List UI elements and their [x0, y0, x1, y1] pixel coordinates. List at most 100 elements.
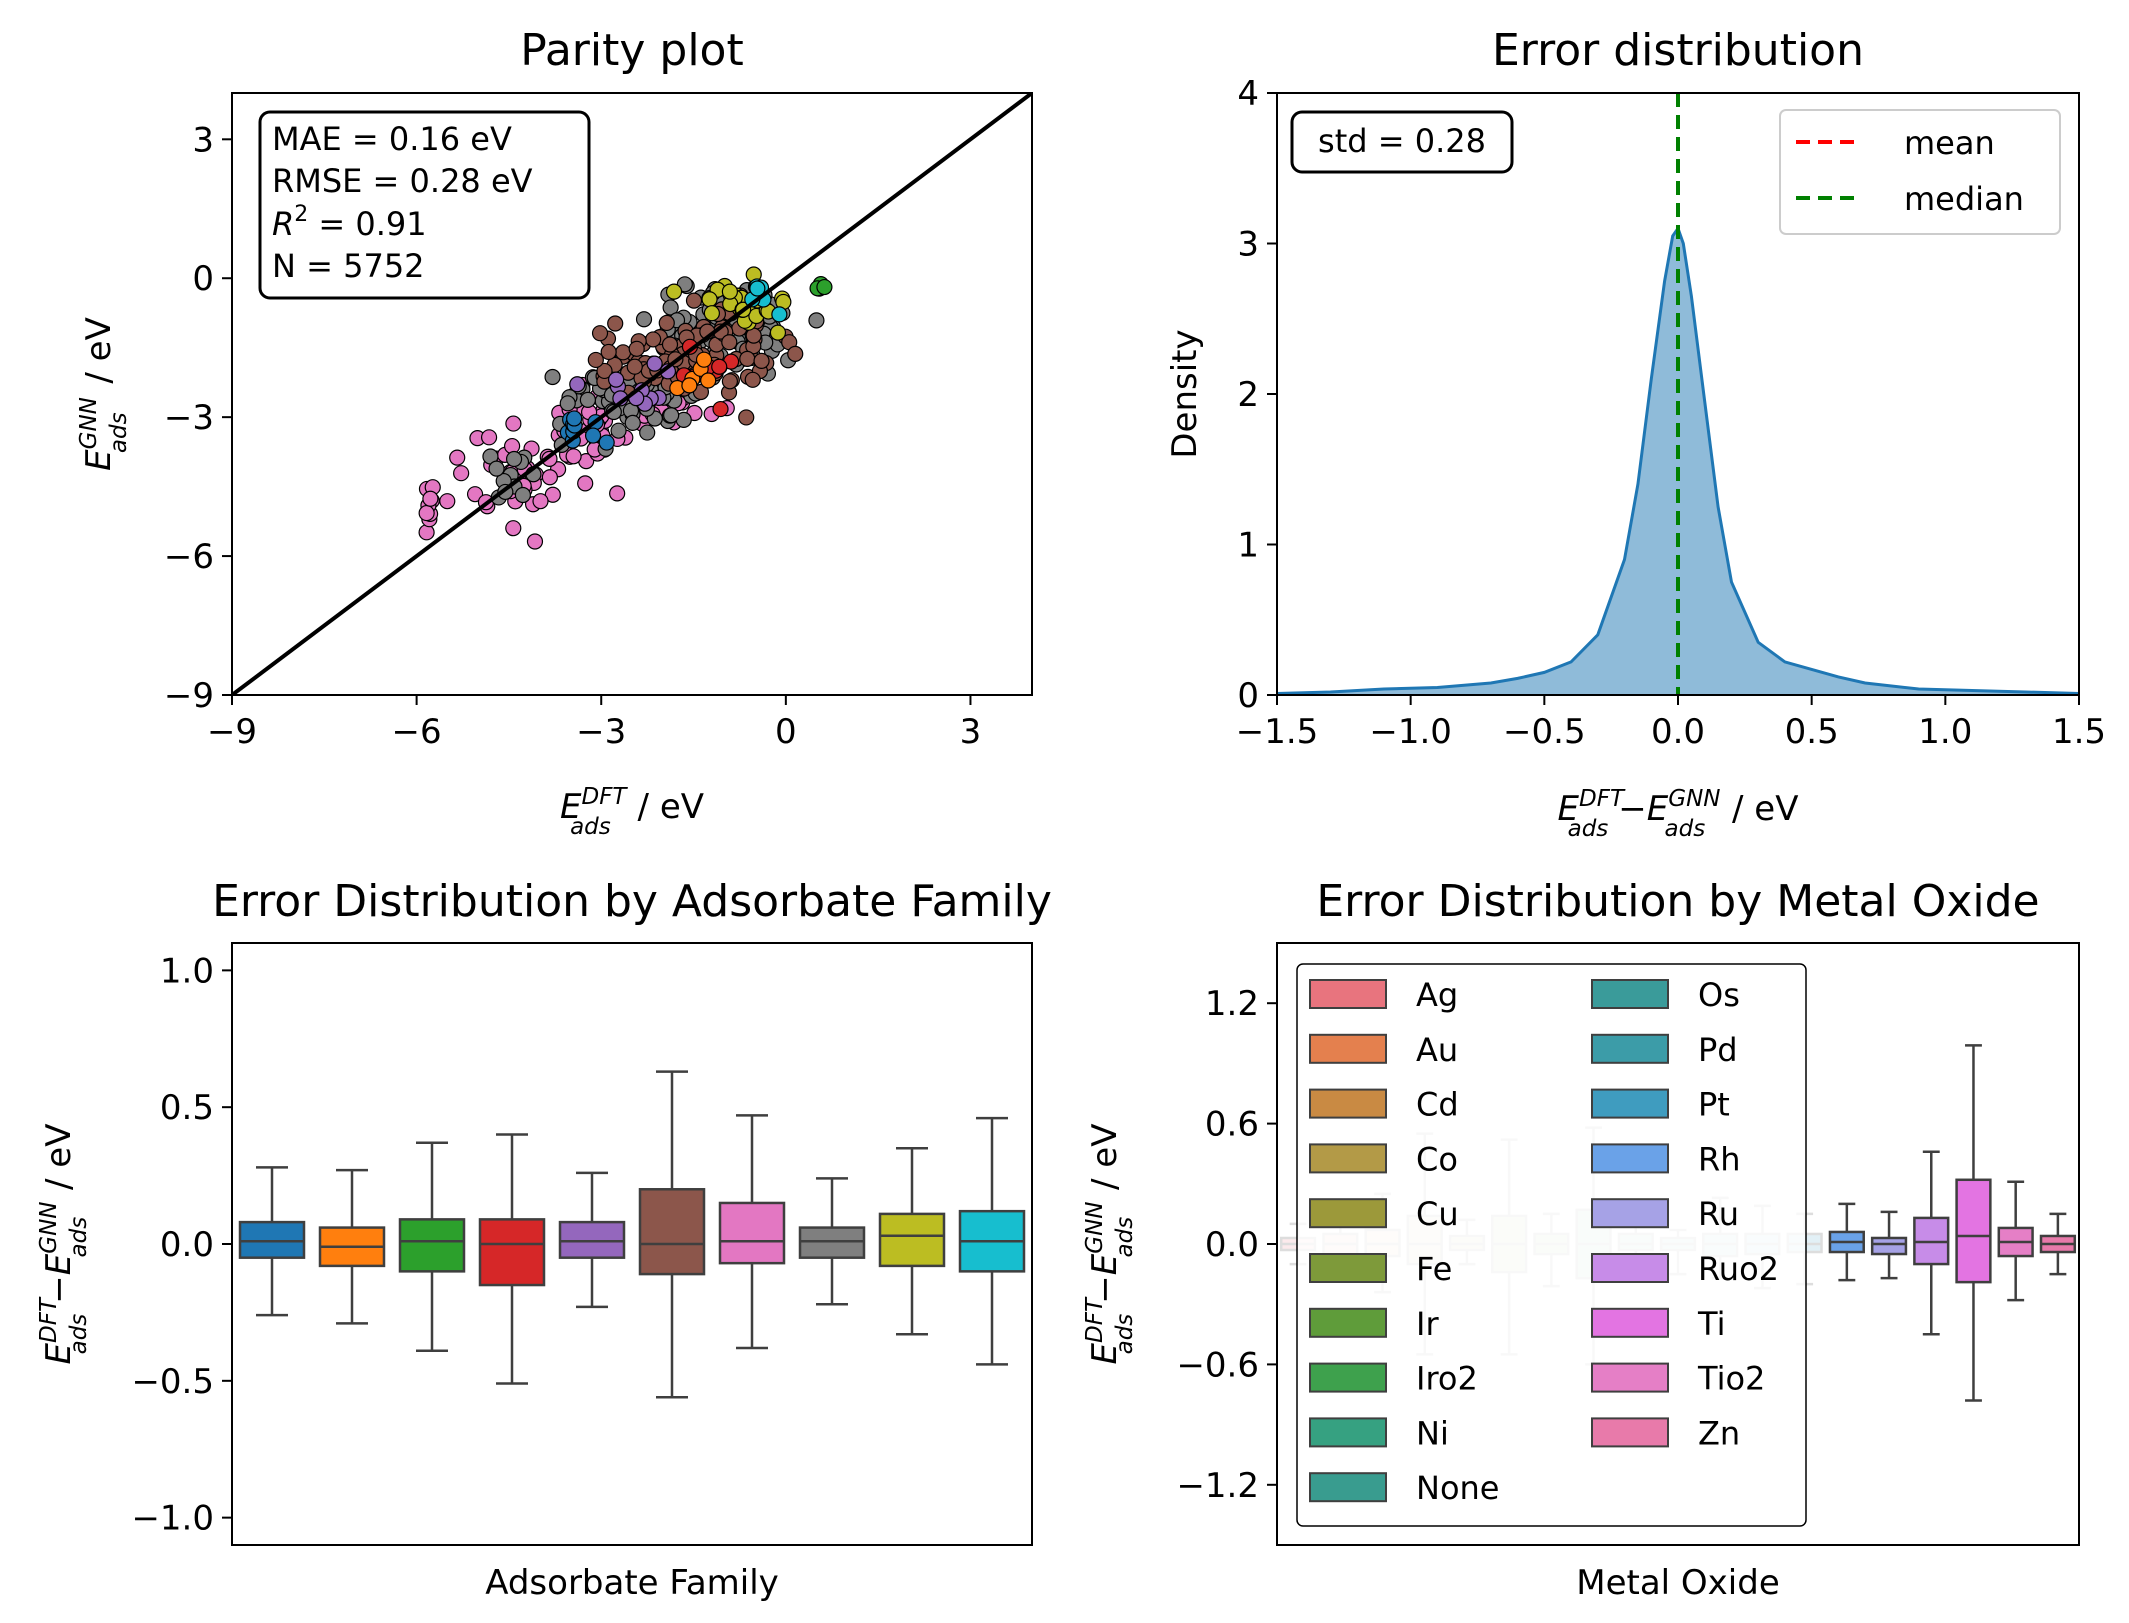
parity-point [721, 283, 738, 300]
x-tick-label: 0.5 [1785, 712, 1839, 752]
parity-point [598, 434, 615, 451]
y-tick-label: 1.0 [160, 951, 214, 991]
legend-label-rh: Rh [1698, 1140, 1741, 1178]
parity-point [565, 448, 582, 465]
y-tick-label: −3 [164, 398, 214, 438]
stats-r2: R2 = 0.91 [272, 202, 427, 243]
x-tick-label: 1.5 [2052, 712, 2106, 752]
std-box [1290, 110, 1514, 174]
y-tick-label: 0.5 [160, 1088, 214, 1128]
x-tick-label: 3 [960, 712, 982, 752]
parity-point [744, 371, 761, 388]
errdist-y-label: Density [1165, 329, 1205, 458]
parity-point [532, 493, 549, 510]
legend-swatch-zn [1591, 1417, 1669, 1448]
parity-point [646, 355, 663, 372]
parity-point [769, 324, 787, 341]
parity-point [608, 371, 625, 388]
metal-oxide-panel: Error Distribution by Metal Oxide −1.2 −0… [1082, 876, 2080, 1603]
legend-label-tio2: Tio2 [1697, 1360, 1765, 1398]
parity-point [449, 449, 466, 466]
legend-label-co: Co [1416, 1140, 1458, 1178]
parity-point [505, 450, 523, 468]
stats-n: N = 5752 [272, 247, 425, 285]
parity-point [559, 395, 576, 412]
adsorbate-boxes [238, 1070, 1026, 1399]
y-tick-label: −6 [164, 537, 214, 577]
y-tick-label: 0.0 [1205, 1225, 1259, 1265]
adsorbate-panel: Error Distribution by Adsorbate Family −… [36, 876, 1052, 1603]
parity-point [645, 331, 662, 348]
parity-point [721, 373, 738, 390]
metal-oxide-title: Error Distribution by Metal Oxide [1316, 876, 2039, 927]
parity-point [635, 311, 653, 328]
x-tick-label: −9 [207, 712, 257, 752]
parity-point [607, 315, 624, 332]
parity-point [662, 299, 679, 316]
legend-swatch-iro2 [1309, 1362, 1387, 1393]
box-group-10 [958, 1116, 1026, 1366]
x-tick-label: −1.5 [1236, 712, 1319, 752]
legend-label-au: Au [1416, 1031, 1458, 1069]
parity-point [665, 283, 683, 300]
errdist-y-ticks: 0 1 2 3 4 [1237, 74, 1277, 716]
parity-point [505, 415, 522, 432]
metal-oxide-legend-entries: Ag Au Cd Co Cu Fe Ir Iro2 Ni None Os Pd Pt Rh Ru Ruo2 Ti… [1309, 976, 1779, 1507]
parity-point [749, 280, 766, 297]
y-tick-label: 0.6 [1205, 1105, 1259, 1145]
box-rh [1828, 1202, 1865, 1282]
legend-swatch-rh [1591, 1143, 1669, 1174]
parity-point [712, 400, 729, 418]
stats-mae: MAE = 0.16 eV [272, 120, 512, 158]
legend-swatch-ir [1309, 1307, 1387, 1338]
legend-mean-label: mean [1904, 124, 1995, 162]
legend-label-ru: Ru [1698, 1195, 1739, 1233]
y-tick-label: −1.0 [131, 1499, 214, 1539]
parity-point [609, 485, 626, 502]
x-tick-label: 0 [775, 712, 797, 752]
parity-point [626, 358, 643, 375]
legend-swatch-tio2 [1591, 1362, 1669, 1393]
y-tick-label: −0.5 [131, 1362, 214, 1402]
metal-oxide-legend [1296, 963, 1807, 1527]
parity-point [624, 414, 641, 431]
density-fill [1277, 228, 2079, 695]
legend-label-os: Os [1698, 976, 1740, 1014]
parity-point [700, 372, 717, 389]
parity-point [541, 469, 558, 486]
parity-point [787, 345, 804, 362]
parity-point [453, 465, 470, 482]
legend-swatch-cd [1309, 1088, 1387, 1119]
y-tick-label: −0.6 [1176, 1345, 1259, 1385]
legend-swatch-ruo2 [1591, 1253, 1669, 1283]
parity-point [739, 350, 756, 367]
legend-swatch-ti [1591, 1307, 1669, 1338]
errdist-title: Error distribution [1492, 25, 1864, 76]
box-group-4 [478, 1133, 546, 1385]
parity-point [695, 351, 713, 368]
x-tick-label: −6 [392, 712, 442, 752]
parity-axes-frame [231, 92, 1033, 696]
errdist-x-ticks: −1.5 −1.0 −0.5 0.0 0.5 1.0 1.5 [1236, 695, 2106, 752]
parity-point [418, 524, 435, 541]
parity-point [488, 460, 505, 477]
legend-label-fe: Fe [1416, 1250, 1452, 1288]
legend-swatch-ag [1309, 979, 1387, 1009]
x-tick-label: −0.5 [1503, 712, 1586, 752]
parity-point [422, 490, 439, 507]
parity-points [418, 266, 833, 550]
y-tick-label: 1 [1237, 526, 1259, 566]
box-ti [1955, 1044, 1992, 1402]
box-body [638, 1188, 706, 1276]
box-ru [1870, 1210, 1908, 1280]
errdist-x-label: EDFT ads −EGNN ads / eV [1558, 786, 1799, 842]
legend-swatch-none [1309, 1472, 1387, 1503]
y-tick-label: 0 [192, 259, 214, 299]
parity-point [661, 336, 679, 353]
y-tick-label: 3 [192, 120, 214, 160]
legend-swatch-pd [1591, 1033, 1669, 1064]
legend-label-ruo2: Ruo2 [1698, 1250, 1779, 1288]
parity-point [466, 486, 484, 503]
parity-point [505, 520, 522, 537]
